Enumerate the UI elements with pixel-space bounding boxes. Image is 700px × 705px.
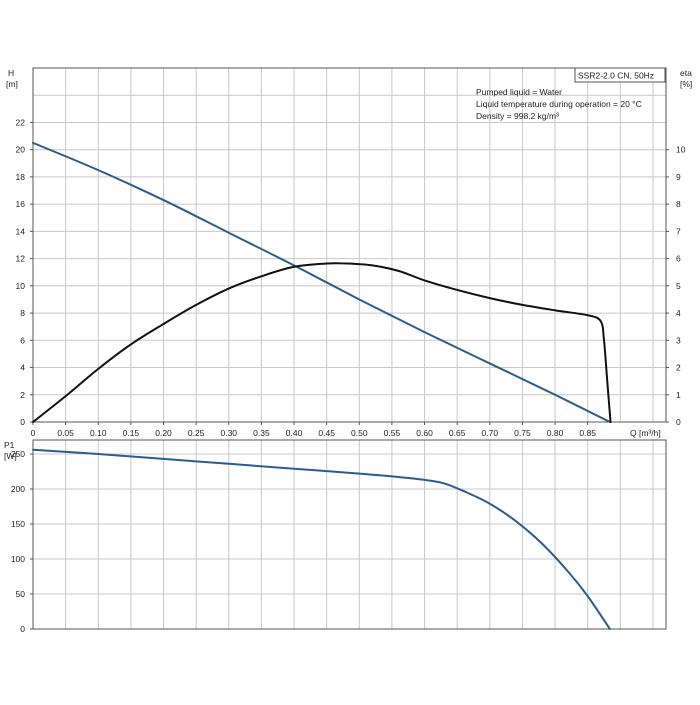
head-curve bbox=[32, 141, 611, 423]
eta-tick-label: 6 bbox=[676, 254, 681, 264]
h-tick-label: 12 bbox=[16, 254, 26, 264]
h-tick-label: 16 bbox=[16, 199, 26, 209]
h-tick-label: 20 bbox=[16, 145, 26, 155]
p1-tick-label: 0 bbox=[20, 624, 25, 634]
eta-tick-label: 3 bbox=[676, 335, 681, 345]
efficiency-curve bbox=[32, 262, 612, 423]
x-tick-label: 0.70 bbox=[482, 428, 499, 438]
x-tick-label: 0 bbox=[31, 428, 36, 438]
marks-layer bbox=[32, 141, 612, 630]
h-tick-label: 8 bbox=[20, 308, 25, 318]
annotation-liquid: Pumped liquid = Water bbox=[476, 87, 562, 97]
eta-axis-label-line2: [%] bbox=[680, 79, 692, 89]
x-tick-label: 0.35 bbox=[253, 428, 270, 438]
bottom-panel-frame bbox=[32, 439, 667, 630]
annotation-temperature: Liquid temperature during operation = 20… bbox=[476, 99, 642, 109]
p1-axis-label-line2: [W] bbox=[4, 451, 17, 461]
x-tick-label: 0.25 bbox=[188, 428, 205, 438]
labels-layer: H [m] eta [%] Q [m³/h] P1 [W] SSR2-2.0 C… bbox=[4, 67, 692, 461]
eta-tick-label: 8 bbox=[676, 199, 681, 209]
eta-tick-label: 5 bbox=[676, 281, 681, 291]
x-tick-label: 0.05 bbox=[57, 428, 74, 438]
p1-tick-label: 100 bbox=[11, 554, 25, 564]
h-axis-label-line2: [m] bbox=[6, 79, 18, 89]
power-curve bbox=[32, 448, 611, 630]
h-tick-label: 2 bbox=[20, 390, 25, 400]
top-panel-frame bbox=[32, 67, 667, 423]
x-tick-label: 0.60 bbox=[416, 428, 433, 438]
x-tick-label: 0.55 bbox=[384, 428, 401, 438]
grid-layer: 0 0.05 0.10 0.15 0.20 0.25 0.30 0.35 0.40 0.45 0.5… bbox=[11, 67, 686, 634]
annotation-density: Density = 998.2 kg/m³ bbox=[476, 111, 559, 121]
h-tick-label: 4 bbox=[20, 363, 25, 373]
x-tick-label: 0.40 bbox=[286, 428, 303, 438]
eta-tick-label: 9 bbox=[676, 172, 681, 182]
p1-tick-label: 150 bbox=[11, 519, 25, 529]
eta-tick-label: 4 bbox=[676, 308, 681, 318]
h-tick-label: 18 bbox=[16, 172, 26, 182]
x-tick-label: 0.30 bbox=[220, 428, 237, 438]
x-tick-label: 0.85 bbox=[579, 428, 596, 438]
x-tick-label: 0.65 bbox=[449, 428, 466, 438]
eta-tick-label: 2 bbox=[676, 363, 681, 373]
x-tick-label: 0.50 bbox=[351, 428, 368, 438]
h-tick-label: 14 bbox=[16, 226, 26, 236]
h-tick-label: 22 bbox=[16, 117, 26, 127]
eta-tick-label: 1 bbox=[676, 390, 681, 400]
h-tick-label: 10 bbox=[16, 281, 26, 291]
eta-axis-label-line1: eta bbox=[680, 68, 692, 78]
p1-tick-label: 50 bbox=[16, 589, 26, 599]
model-label-box bbox=[574, 67, 666, 83]
x-tick-label: 0.10 bbox=[90, 428, 107, 438]
x-tick-label: 0.45 bbox=[318, 428, 335, 438]
eta-tick-label: 10 bbox=[676, 145, 686, 155]
x-tick-label: 0.75 bbox=[514, 428, 531, 438]
model-label: SSR2-2.0 CN, 50Hz bbox=[578, 71, 654, 81]
h-axis-label-line1: H bbox=[8, 68, 14, 78]
eta-tick-label: 7 bbox=[676, 226, 681, 236]
p1-tick-label: 250 bbox=[11, 449, 25, 459]
p1-tick-label: 200 bbox=[11, 484, 25, 494]
q-axis-label: Q [m³/h] bbox=[630, 428, 661, 438]
x-tick-label: 0.80 bbox=[547, 428, 564, 438]
x-tick-label: 0.15 bbox=[123, 428, 140, 438]
h-tick-label: 6 bbox=[20, 335, 25, 345]
h-tick-label: 0 bbox=[20, 417, 25, 427]
eta-tick-label: 0 bbox=[676, 417, 681, 427]
x-tick-label: 0.20 bbox=[155, 428, 172, 438]
p1-axis-label-line1: P1 bbox=[4, 440, 15, 450]
